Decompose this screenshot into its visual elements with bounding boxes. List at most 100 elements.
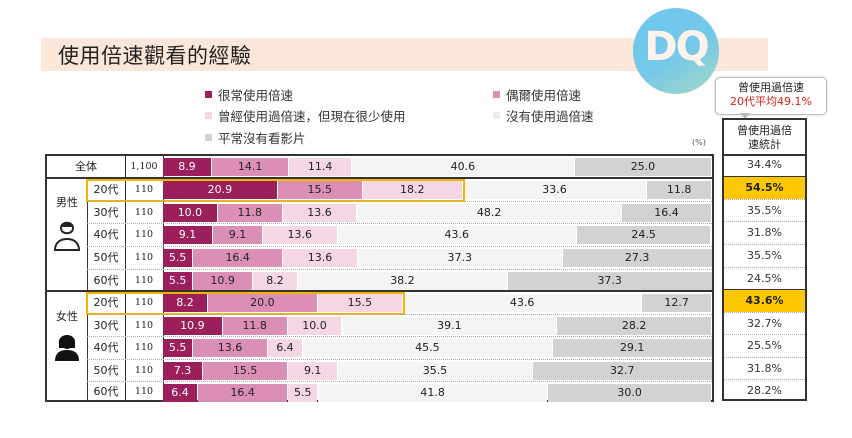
row-label: 50代 bbox=[93, 364, 119, 377]
bar-segment-often: 9.1 bbox=[163, 226, 212, 244]
row-sample-size: 110 bbox=[134, 365, 154, 376]
legend-label: 偶爾使用倍速 bbox=[506, 88, 582, 103]
bar-segment-often: 6.4 bbox=[163, 384, 198, 402]
stat-column: 曾使用過倍 速統計 34.4% 54.5% 35.5% 31.8% 35.5% 24.5%… bbox=[722, 118, 807, 401]
bar-segment-no_video: 24.5 bbox=[576, 226, 711, 244]
bar-segment-rarely: 13.6 bbox=[262, 226, 337, 244]
legend-item-no_video: 平常沒有看影片 bbox=[205, 128, 306, 147]
callout-tail bbox=[740, 113, 750, 119]
stat-total: 25.5% bbox=[747, 339, 782, 352]
row-divider bbox=[87, 359, 712, 360]
bar-segment-never: 43.6 bbox=[402, 294, 642, 312]
row-sample-size: 110 bbox=[134, 184, 154, 195]
stat-divider bbox=[724, 221, 805, 222]
bar-segment-no_video: 27.3 bbox=[562, 249, 712, 267]
bar-segment-sometimes: 16.4 bbox=[198, 384, 288, 402]
stat-header-line2: 速統計 bbox=[748, 138, 781, 151]
legend-item-never: 沒有使用過倍速 bbox=[493, 106, 594, 125]
bar-segment-no_video: 25.0 bbox=[574, 158, 712, 176]
stat-header-line1: 曾使用過倍 bbox=[737, 124, 792, 137]
male-user-icon bbox=[53, 221, 81, 251]
bar-segment-often: 10.9 bbox=[163, 317, 222, 335]
group-divider bbox=[47, 290, 712, 292]
bar-segment-sometimes: 20.0 bbox=[208, 294, 317, 312]
bar-segment-never: 40.6 bbox=[351, 158, 574, 176]
bar-segment-often: 7.3 bbox=[163, 362, 203, 380]
row-divider bbox=[87, 336, 712, 337]
bar-segment-no_video: 32.7 bbox=[533, 362, 712, 380]
bar-segment-no_video: 11.8 bbox=[647, 181, 711, 199]
legend-label: 曾經使用過倍速，但現在很少使用 bbox=[218, 109, 406, 124]
stat-divider bbox=[724, 244, 805, 245]
row-sample-size: 110 bbox=[134, 275, 154, 286]
legend-swatch-often bbox=[205, 91, 212, 98]
bar-segment-rarely: 15.5 bbox=[317, 294, 402, 312]
legend-label: 沒有使用過倍速 bbox=[506, 109, 594, 124]
bar-segment-never: 35.5 bbox=[338, 362, 532, 380]
bar-segment-never: 48.2 bbox=[357, 204, 621, 222]
bar-segment-rarely: 10.0 bbox=[287, 317, 342, 335]
unit-label: (%) bbox=[692, 138, 706, 147]
bar-segment-often: 10.0 bbox=[163, 204, 217, 222]
bar-segment-no_video: 28.2 bbox=[557, 317, 711, 335]
row-label: 30代 bbox=[93, 206, 119, 219]
bar-segment-never: 38.2 bbox=[298, 272, 507, 290]
bar-segment-rarely: 8.2 bbox=[253, 272, 297, 290]
stat-total: 24.5% bbox=[747, 272, 782, 285]
row-sample-size: 110 bbox=[134, 320, 154, 331]
legend-swatch-rarely bbox=[205, 112, 212, 119]
row-label: 40代 bbox=[93, 228, 119, 241]
bar-segment-sometimes: 16.4 bbox=[193, 249, 283, 267]
bar-segment-sometimes: 14.1 bbox=[211, 158, 289, 176]
bar-segment-rarely: 6.4 bbox=[267, 339, 302, 357]
row-divider bbox=[87, 223, 712, 224]
stat-total: 31.8% bbox=[747, 226, 782, 239]
bar-segment-sometimes: 9.1 bbox=[213, 226, 262, 244]
stat-total: 35.5% bbox=[747, 249, 782, 262]
callout-line1: 曾使用過倍速 bbox=[738, 81, 804, 94]
bar-segment-sometimes: 10.9 bbox=[193, 272, 252, 290]
row-divider bbox=[87, 269, 712, 270]
row-divider bbox=[87, 381, 712, 382]
stat-total: 32.7% bbox=[747, 317, 782, 330]
bar-segment-sometimes: 11.8 bbox=[217, 204, 282, 222]
column-divider bbox=[125, 156, 126, 400]
bar-segment-no_video: 37.3 bbox=[507, 272, 712, 290]
female-user-icon bbox=[55, 335, 79, 361]
bar-segment-no_video: 12.7 bbox=[642, 294, 711, 312]
stat-total: 43.6% bbox=[724, 290, 805, 312]
group-label-male: 男性 bbox=[56, 196, 78, 209]
stat-divider bbox=[724, 357, 805, 358]
row-sample-size: 1,100 bbox=[130, 161, 158, 172]
legend-item-often: 很常使用倍速 bbox=[205, 85, 293, 104]
row-sample-size: 110 bbox=[134, 386, 154, 397]
bar-segment-often: 20.9 bbox=[163, 181, 277, 199]
legend-item-rarely: 曾經使用過倍速，但現在很少使用 bbox=[205, 106, 406, 125]
stat-divider bbox=[724, 176, 805, 177]
stat-divider bbox=[724, 267, 805, 268]
bar-segment-never: 45.5 bbox=[303, 339, 552, 357]
stat-divider bbox=[724, 334, 805, 335]
bar-segment-sometimes: 15.5 bbox=[277, 181, 362, 199]
legend-swatch-never bbox=[493, 112, 500, 119]
stat-divider bbox=[724, 312, 805, 313]
legend-label: 平常沒有看影片 bbox=[218, 131, 306, 146]
row-divider bbox=[87, 246, 712, 247]
bar-segment-no_video: 29.1 bbox=[552, 339, 712, 357]
stat-header: 曾使用過倍 速統計 bbox=[724, 120, 805, 156]
row-label: 20代 bbox=[93, 296, 119, 309]
bar-segment-rarely: 9.1 bbox=[288, 362, 338, 380]
bar-segment-rarely: 13.6 bbox=[282, 204, 357, 222]
bar-segment-often: 5.5 bbox=[163, 272, 193, 290]
bar-segment-sometimes: 13.6 bbox=[193, 339, 267, 357]
bar-segment-never: 43.6 bbox=[337, 226, 576, 244]
row-sample-size: 110 bbox=[134, 297, 154, 308]
row-sample-size: 110 bbox=[134, 252, 154, 263]
bar-segment-never: 33.6 bbox=[462, 181, 647, 199]
bar-segment-sometimes: 11.8 bbox=[222, 317, 287, 335]
row-sample-size: 110 bbox=[134, 207, 154, 218]
row-label: 60代 bbox=[93, 385, 119, 398]
column-divider bbox=[87, 178, 88, 400]
stat-divider bbox=[724, 379, 805, 380]
legend-label: 很常使用倍速 bbox=[218, 88, 294, 103]
